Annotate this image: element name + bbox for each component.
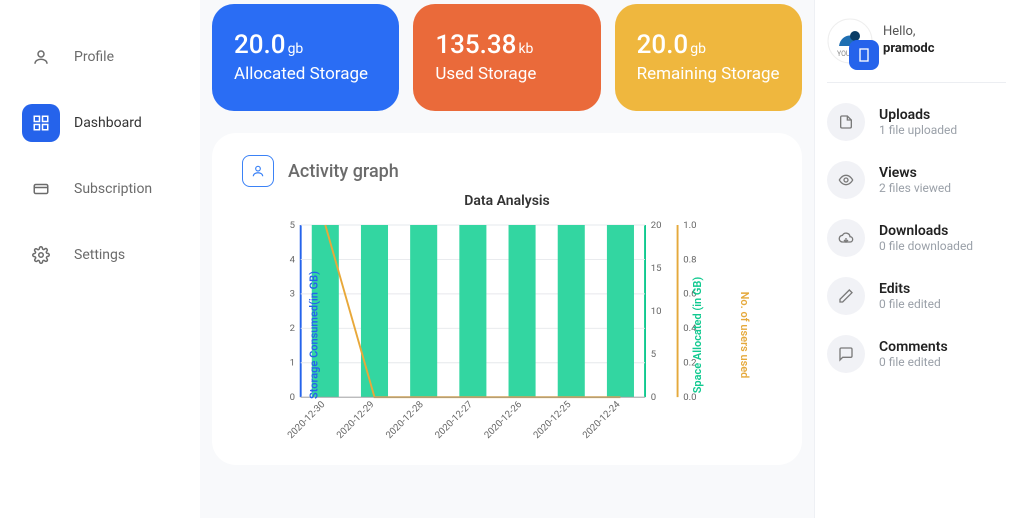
activity-item-views[interactable]: Views2 files viewed [827,161,1006,199]
activity-chart-card: Activity graph Data Analysis Storage Con… [212,133,802,465]
activity-item-uploads[interactable]: Uploads1 file uploaded [827,103,1006,141]
svg-text:2: 2 [290,323,296,334]
chart-area: Storage Consumed(in GB) Space Allocated … [272,215,712,455]
stat-unit: gb [288,41,304,57]
svg-text:4: 4 [290,255,296,266]
axis-label-users: No. of users used [738,292,751,379]
activity-title: Edits [879,281,941,297]
stat-unit: kb [518,41,533,57]
sidebar: Profile Dashboard Subscription Settings [0,0,200,518]
sidebar-item-settings[interactable]: Settings [0,226,200,284]
activity-title: Downloads [879,223,973,239]
stat-cards: 20.0gb Allocated Storage 135.38kb Used S… [212,4,802,111]
sidebar-item-label: Profile [74,49,114,65]
greeting: Hello, pramodc [883,24,935,58]
svg-text:5: 5 [651,349,656,360]
cloud-icon [827,219,865,257]
stat-value: 20.0 [637,30,689,60]
activity-item-downloads[interactable]: Downloads0 file downloaded [827,219,1006,257]
stat-label: Remaining Storage [637,64,780,85]
user-name: pramodc [883,41,935,56]
activity-subtitle: 0 file edited [879,355,948,369]
pencil-icon [827,277,865,315]
user-icon [22,38,60,76]
svg-text:0.8: 0.8 [683,255,696,266]
activity-subtitle: 0 file downloaded [879,239,973,253]
sidebar-item-profile[interactable]: Profile [0,28,200,86]
stat-unit: gb [690,41,706,57]
activity-subtitle: 1 file uploaded [879,123,957,137]
svg-text:0.0: 0.0 [683,392,696,403]
svg-text:2020-12-27: 2020-12-27 [433,399,475,441]
axis-label-consumed: Storage Consumed(in GB) [308,271,321,399]
stat-card-allocated: 20.0gb Allocated Storage [212,4,399,111]
activity-chart: 012345051015200.00.20.40.60.81.02020-12-… [272,215,712,455]
eye-icon [827,161,865,199]
activity-item-edits[interactable]: Edits0 file edited [827,277,1006,315]
right-panel: YOUR Hello, pramodc Uploads1 file upload… [814,0,1024,518]
svg-text:2020-12-29: 2020-12-29 [335,399,377,441]
file-icon [827,103,865,141]
chart-subtitle: Data Analysis [242,193,772,209]
svg-text:3: 3 [290,289,295,300]
activity-item-comments[interactable]: Comments0 file edited [827,335,1006,373]
svg-text:0: 0 [651,392,656,403]
svg-text:2020-12-24: 2020-12-24 [581,399,623,441]
brand-logo: YOUR [827,18,873,64]
stat-card-remaining: 20.0gb Remaining Storage [615,4,802,111]
stat-value: 20.0 [234,30,286,60]
activity-title: Views [879,165,951,181]
svg-text:2020-12-30: 2020-12-30 [286,399,328,441]
svg-text:2020-12-28: 2020-12-28 [384,399,426,441]
greeting-text: Hello, [883,24,915,39]
grid-icon [22,104,60,142]
sidebar-item-label: Dashboard [74,115,142,131]
stat-label: Allocated Storage [234,64,377,85]
gear-icon [22,236,60,274]
svg-text:1: 1 [290,358,295,369]
sidebar-item-subscription[interactable]: Subscription [0,160,200,218]
user-header: YOUR Hello, pramodc [827,18,1006,64]
activity-subtitle: 2 files viewed [879,181,951,195]
axis-label-allocated: Space Allocated (in GB) [691,277,704,394]
svg-text:0: 0 [290,392,295,403]
comment-icon [827,335,865,373]
sidebar-item-dashboard[interactable]: Dashboard [0,94,200,152]
svg-text:2020-12-26: 2020-12-26 [482,399,524,441]
svg-text:20: 20 [651,220,662,231]
activity-title: Comments [879,339,948,355]
stat-label: Used Storage [435,64,578,85]
stat-value: 135.38 [435,30,516,60]
svg-text:10: 10 [651,306,662,317]
divider [827,82,1006,83]
chart-title: Activity graph [288,161,399,182]
building-icon [849,40,879,70]
svg-text:2020-12-25: 2020-12-25 [532,399,574,441]
card-icon [22,170,60,208]
main-content: 20.0gb Allocated Storage 135.38kb Used S… [200,0,814,518]
chart-user-icon [242,155,274,187]
svg-text:15: 15 [651,263,662,274]
svg-text:5: 5 [290,220,295,231]
sidebar-item-label: Subscription [74,181,152,197]
stat-card-used: 135.38kb Used Storage [413,4,600,111]
activity-list: Uploads1 file uploaded Views2 files viewe… [827,103,1006,373]
activity-subtitle: 0 file edited [879,297,941,311]
activity-title: Uploads [879,107,957,123]
svg-text:1.0: 1.0 [683,220,696,231]
sidebar-item-label: Settings [74,247,125,263]
